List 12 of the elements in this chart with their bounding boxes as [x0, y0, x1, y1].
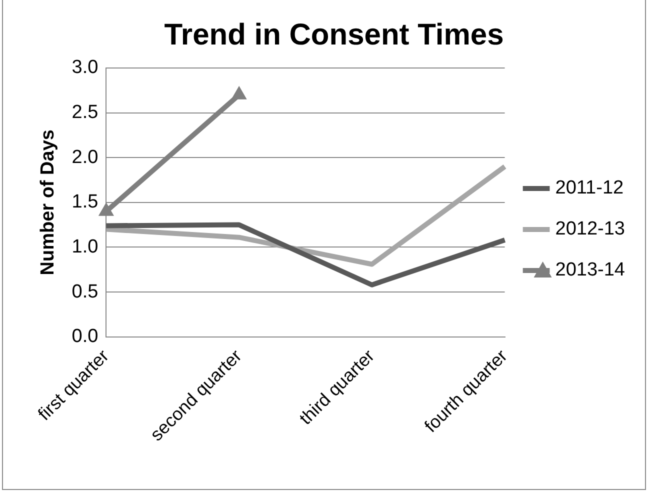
y-tick-label: 2.5 [72, 102, 98, 124]
legend-label: 2012-13 [555, 218, 626, 240]
y-tick-label: 0.5 [72, 281, 98, 302]
y-tick-label: 3.0 [72, 57, 98, 78]
y-axis-title: Number of Days [38, 130, 59, 276]
legend-label: 2011-12 [555, 178, 624, 199]
y-tick-label: 1.5 [72, 192, 98, 213]
legend-label: 2013-14 [555, 260, 626, 281]
y-tick-label: 0.0 [72, 326, 98, 348]
chart-title: Trend in Consent Times [164, 18, 504, 52]
y-tick-label: 1.0 [72, 236, 98, 258]
y-tick-label: 2.0 [72, 146, 98, 168]
